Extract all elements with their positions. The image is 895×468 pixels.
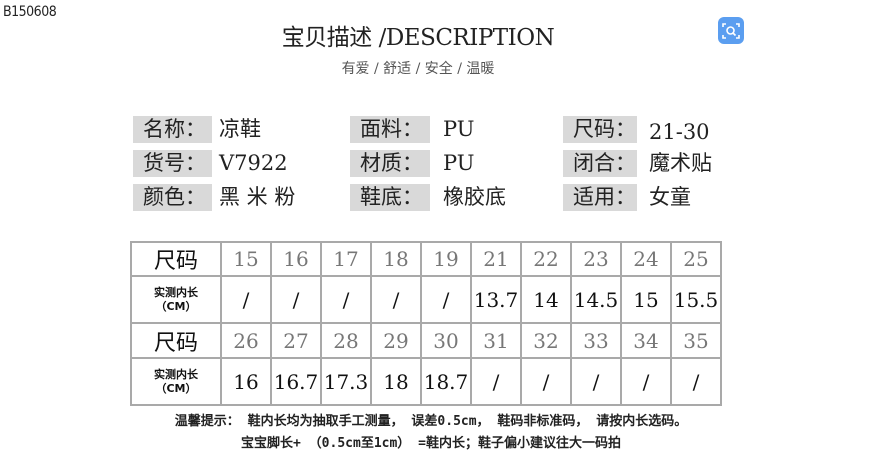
length-cell: /: [520, 357, 572, 406]
size-cell: 32: [520, 322, 572, 359]
size-cell: 22: [520, 241, 572, 277]
size-cell: 21: [470, 241, 522, 277]
size-cell: 18: [370, 241, 422, 277]
length-header-label: 实测内长: [154, 367, 198, 381]
length-cell: 17.3: [320, 357, 372, 406]
size-cell: 19: [420, 241, 472, 277]
length-cell: 15: [620, 275, 672, 324]
size-row: 尺码 26 27 28 29 30 31 32 33 34 35: [130, 322, 722, 359]
size-cell: 34: [620, 322, 672, 359]
length-cell: /: [670, 357, 722, 406]
length-cell: /: [420, 275, 472, 324]
size-cell: 25: [670, 241, 722, 277]
spec-label: 尺码：: [563, 116, 637, 143]
size-cell: 33: [570, 322, 622, 359]
spec-value: 橡胶底: [443, 185, 506, 209]
length-cell: /: [220, 275, 272, 324]
length-cell: /: [570, 357, 622, 406]
length-cell: 14.5: [570, 275, 622, 324]
spec-value: PU: [443, 117, 475, 141]
length-header-label: 实测内长: [154, 285, 198, 299]
page-title: 宝贝描述 /DESCRIPTION: [281, 25, 555, 51]
spec-value: 21-30: [649, 120, 710, 144]
length-cell: /: [370, 275, 422, 324]
size-header: 尺码: [130, 322, 222, 359]
size-cell: 27: [270, 322, 322, 359]
length-cell: 15.5: [670, 275, 722, 324]
size-cell: 28: [320, 322, 372, 359]
subtitle: 有爱 / 舒适 / 安全 / 温暖: [341, 61, 495, 77]
length-cell: 14: [520, 275, 572, 324]
size-cell: 35: [670, 322, 722, 359]
tip-note: 温馨提示： 鞋内长均为抽取手工测量， 误差0.5cm， 鞋码非标准码， 请按内长…: [174, 414, 688, 429]
length-header: 实测内长 （CM）: [130, 357, 222, 406]
spec-label: 颜色：: [133, 184, 212, 211]
length-cell: 16.7: [270, 357, 322, 406]
length-header-unit: （CM）: [155, 299, 197, 313]
product-code: B150608: [3, 4, 57, 20]
size-cell: 15: [220, 241, 272, 277]
length-cell: /: [320, 275, 372, 324]
spec-value: 凉鞋: [219, 117, 261, 141]
length-cell: /: [270, 275, 322, 324]
length-cell: /: [470, 357, 522, 406]
size-cell: 24: [620, 241, 672, 277]
spec-label: 材质：: [350, 150, 430, 177]
size-table: 尺码 15 16 17 18 19 21 22 23 24 25 实测内长 （CM） / / / //13.7 1…: [130, 241, 722, 406]
length-cell: /: [620, 357, 672, 406]
spec-value: 魔术贴: [649, 151, 712, 175]
length-header: 实测内长 （CM）: [130, 275, 222, 324]
length-cell: 18: [370, 357, 422, 406]
size-cell: 29: [370, 322, 422, 359]
size-cell: 17: [320, 241, 372, 277]
spec-label: 闭合：: [563, 150, 637, 177]
scan-search-icon[interactable]: [718, 17, 744, 44]
length-cell: 18.7: [420, 357, 472, 406]
size-cell: 30: [420, 322, 472, 359]
size-header: 尺码: [130, 241, 222, 277]
length-cell: 13.7: [470, 275, 522, 324]
size-row: 尺码 15 16 17 18 19 21 22 23 24 25: [130, 241, 722, 277]
size-cell: 16: [270, 241, 322, 277]
spec-label: 面料：: [350, 116, 430, 143]
spec-label: 鞋底：: [350, 184, 430, 211]
length-row: 实测内长 （CM） / / / //13.7 14 14.5 15 15.5: [130, 275, 722, 324]
spec-value: 女童: [649, 185, 691, 209]
size-cell: 26: [220, 322, 272, 359]
spec-label: 货号：: [133, 150, 212, 177]
spec-label: 适用：: [563, 184, 637, 211]
spec-value: V7922: [219, 151, 288, 175]
spec-label: 名称：: [133, 116, 212, 143]
length-row: 实测内长 （CM） 16 16.7 17.3 18 18.7// / / /: [130, 357, 722, 406]
size-cell: 31: [470, 322, 522, 359]
length-header-unit: （CM）: [155, 381, 197, 395]
size-cell: 23: [570, 241, 622, 277]
spec-value: 黑 米 粉: [219, 185, 296, 209]
spec-value: PU: [443, 151, 475, 175]
length-cell: 16: [220, 357, 272, 406]
fit-note: 宝宝脚长+ （0.5cm至1cm） =鞋内长；鞋子偏小建议往大一码拍: [241, 436, 621, 451]
